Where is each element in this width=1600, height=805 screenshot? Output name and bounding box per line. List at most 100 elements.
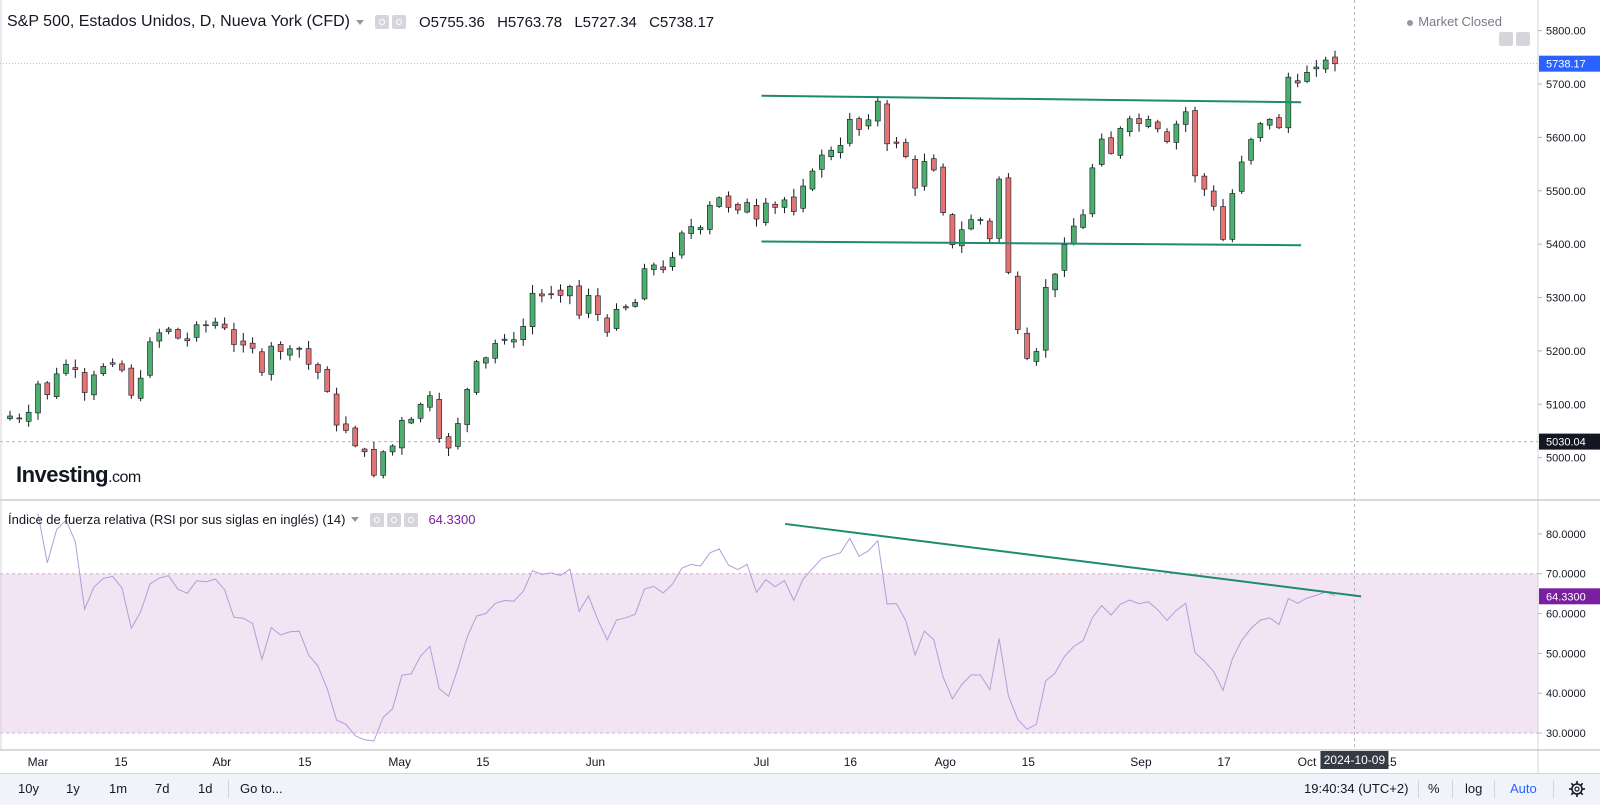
candle-body [1070,225,1077,245]
time-tick-label: 15 [476,755,490,769]
candle-body [688,226,694,234]
candle-body [408,418,415,424]
candle-body [520,326,527,340]
candle-body [361,448,368,453]
rsi-tick-label: 40.0000 [1546,688,1586,700]
candle-body [1248,139,1254,161]
market-status: Market Closed [1407,14,1502,29]
candle-body [427,395,433,408]
candle-body [1136,118,1142,124]
chevron-down-icon[interactable] [355,19,364,25]
candle-body [1117,128,1124,156]
candle-body [595,295,601,315]
symbol-title[interactable]: S&P 500, Estados Unidos, D, Nueva York (… [7,13,350,30]
candle-body [921,161,928,187]
settings-gear-icon[interactable] [1568,780,1586,798]
candle-body [809,170,816,190]
ohlc-values: O5755.36 H5763.78 L5727.34 C5738.17 [411,14,714,31]
price-tick-label: 5200.00 [1546,346,1586,358]
time-tick-label: 15 [298,755,312,769]
candle-body [128,367,135,396]
candle-body [473,361,480,393]
candle-body [147,341,153,376]
timeframe-7d[interactable]: 7d [155,781,170,796]
candle-body [1089,167,1096,215]
candle-body [1126,118,1133,132]
candle-body [100,366,107,374]
time-tick-label: 17 [1217,755,1231,769]
candle-body [1042,287,1049,351]
timeframe-1d[interactable]: 1d [198,781,213,796]
candle-body [576,285,582,316]
rsi-tick-label: 70.0000 [1546,569,1586,581]
timeframe-10y[interactable]: 10y [18,781,39,796]
chevron-down-icon[interactable] [351,517,360,522]
candle-body [1210,190,1217,207]
date-badge-label: 2024-10-09 [1324,753,1386,767]
log-toggle[interactable]: log [1465,781,1483,796]
close-label: C [649,13,660,31]
candle-body [72,367,79,370]
candle-body [324,368,331,392]
candle-body [949,214,956,245]
time-tick-label: 15 [114,755,128,769]
chart-canvas[interactable]: 5000.00 5100.00 5200.00 5300.00 5400.00 5500.… [0,0,1600,773]
price-badge [1539,55,1600,72]
time-tick-label: Ago [935,755,957,769]
candle-body [1145,118,1152,127]
candle-body [315,364,321,373]
candle-body [986,220,993,240]
candle-body [1332,56,1338,65]
candle-body [660,266,666,271]
candle-body [529,292,536,327]
eye-icon[interactable] [370,512,385,527]
candle-body [893,141,900,144]
candle-body [277,344,284,352]
time-tick-label: Abr [212,755,231,769]
candle-body [445,436,452,449]
candle-body [1266,118,1273,126]
maximize-icon[interactable] [1516,32,1530,46]
status-dot-icon [1407,19,1414,26]
candle-body [1182,111,1189,125]
price-tick-label: 5400.00 [1546,239,1586,251]
candle-body [436,399,443,439]
candle-body [912,159,918,189]
candle-body [492,343,499,359]
candle-body [63,363,69,374]
gear-icon[interactable] [391,15,406,29]
market-status-text: Market Closed [1418,14,1502,29]
eye-icon[interactable] [374,15,389,29]
price-tick-label: 5600.00 [1546,132,1586,144]
price-badge [1539,433,1600,450]
goto-button[interactable]: Go to... [240,781,283,796]
candle-body [16,417,23,420]
candle-body [585,295,592,314]
candle-body [1098,138,1105,165]
candle-body [193,324,200,338]
candle-body [604,317,610,333]
candle-body [679,232,685,256]
candle-body [623,306,629,309]
candle-body [902,142,909,157]
percent-toggle[interactable]: % [1428,781,1440,796]
timeframe-1m[interactable]: 1m [109,781,128,796]
candle-body [259,351,265,373]
move-down-icon[interactable] [1499,32,1513,46]
rsi-title[interactable]: Índice de fuerza relativa (RSI por sus s… [8,512,346,527]
auto-toggle[interactable]: Auto [1510,781,1537,796]
candle-body [464,389,471,425]
price-tick-label: 5800.00 [1546,26,1586,38]
candle-body [1108,137,1114,154]
candle-body [296,347,303,350]
close-icon[interactable] [404,512,419,527]
candle-body [352,427,359,447]
gear-icon[interactable] [387,512,402,527]
candle-body [697,227,704,230]
candle-body [1304,72,1310,82]
rsi-tick-label: 30.0000 [1546,728,1586,740]
trendline-rsi [785,522,1362,598]
timeframe-1y[interactable]: 1y [66,781,80,796]
clock: 19:40:34 (UTC+2) [1304,781,1409,796]
candle-body [1005,177,1012,273]
